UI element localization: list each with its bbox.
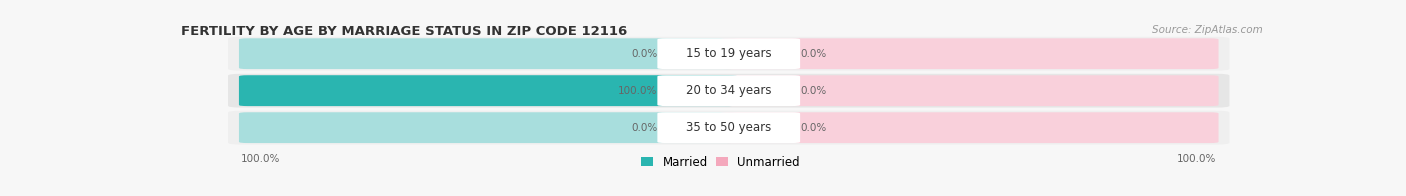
Text: Source: ZipAtlas.com: Source: ZipAtlas.com bbox=[1153, 25, 1263, 35]
Legend: Married, Unmarried: Married, Unmarried bbox=[641, 156, 800, 169]
FancyBboxPatch shape bbox=[228, 111, 1229, 145]
Text: 0.0%: 0.0% bbox=[631, 49, 658, 59]
Text: 0.0%: 0.0% bbox=[800, 49, 827, 59]
Text: 0.0%: 0.0% bbox=[631, 123, 658, 133]
Text: 100.0%: 100.0% bbox=[619, 86, 658, 96]
Text: 0.0%: 0.0% bbox=[800, 123, 827, 133]
FancyBboxPatch shape bbox=[228, 37, 1229, 71]
FancyBboxPatch shape bbox=[720, 38, 1219, 69]
FancyBboxPatch shape bbox=[239, 38, 738, 69]
FancyBboxPatch shape bbox=[658, 75, 800, 106]
FancyBboxPatch shape bbox=[720, 112, 1219, 143]
FancyBboxPatch shape bbox=[228, 74, 1229, 108]
FancyBboxPatch shape bbox=[720, 75, 1219, 106]
Text: 100.0%: 100.0% bbox=[1177, 154, 1216, 164]
Text: 20 to 34 years: 20 to 34 years bbox=[686, 84, 772, 97]
Text: 100.0%: 100.0% bbox=[242, 154, 281, 164]
FancyBboxPatch shape bbox=[658, 112, 800, 143]
Text: FERTILITY BY AGE BY MARRIAGE STATUS IN ZIP CODE 12116: FERTILITY BY AGE BY MARRIAGE STATUS IN Z… bbox=[181, 25, 627, 38]
FancyBboxPatch shape bbox=[239, 112, 738, 143]
Text: 35 to 50 years: 35 to 50 years bbox=[686, 121, 772, 134]
FancyBboxPatch shape bbox=[239, 75, 738, 106]
FancyBboxPatch shape bbox=[658, 38, 800, 69]
Text: 0.0%: 0.0% bbox=[800, 86, 827, 96]
FancyBboxPatch shape bbox=[239, 75, 738, 106]
Text: 15 to 19 years: 15 to 19 years bbox=[686, 47, 772, 60]
